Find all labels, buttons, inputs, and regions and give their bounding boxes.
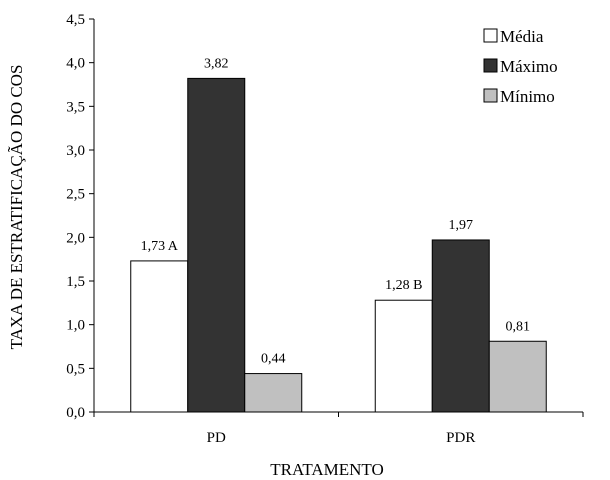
- y-axis-title: TAXA DE ESTRATIFICAÇÃO DO COS: [7, 65, 26, 350]
- y-tick-label: 2,5: [66, 187, 85, 203]
- y-tick-label: 1,5: [66, 274, 85, 290]
- y-tick-label: 2,0: [66, 230, 85, 246]
- legend-swatch-média: [483, 28, 498, 43]
- bar-mínimo: [488, 340, 547, 413]
- legend-label: Máximo: [500, 57, 558, 76]
- y-tick-label: 4,5: [66, 12, 85, 28]
- data-label: 1,97: [449, 218, 474, 233]
- data-label: 0,81: [506, 319, 531, 334]
- bar-média: [374, 299, 433, 413]
- y-tick-label: 0,0: [66, 405, 85, 421]
- legend-label: Mínimo: [500, 87, 555, 106]
- legend-swatch-máximo: [483, 58, 498, 73]
- bar-máximo: [431, 239, 490, 413]
- x-tick-label: PDR: [446, 430, 475, 446]
- data-label: 0,44: [261, 352, 286, 367]
- legend-label: Média: [500, 27, 544, 46]
- bar-máximo: [187, 77, 246, 413]
- plot-area: 0,0 0,5 1,0 1,5 2,0 2,5 3,0 3,5 4,0 4,5 PD PDR 1,73 …: [66, 12, 584, 446]
- data-label: 1,28 B: [385, 278, 422, 293]
- y-tick-label: 3,0: [66, 143, 85, 159]
- legend-swatch-mínimo: [483, 88, 498, 103]
- x-axis-title: TRATAMENTO: [270, 460, 384, 479]
- y-tick-label: 4,0: [66, 56, 85, 72]
- y-tick-label: 0,5: [66, 361, 85, 377]
- bar-mínimo: [244, 373, 303, 413]
- bar-média: [130, 260, 189, 413]
- y-tick-label: 3,5: [66, 99, 85, 115]
- data-label: 3,82: [204, 56, 229, 71]
- x-tick-label: PD: [207, 430, 226, 446]
- y-tick-label: 1,0: [66, 318, 85, 334]
- data-label: 1,73 A: [141, 239, 179, 254]
